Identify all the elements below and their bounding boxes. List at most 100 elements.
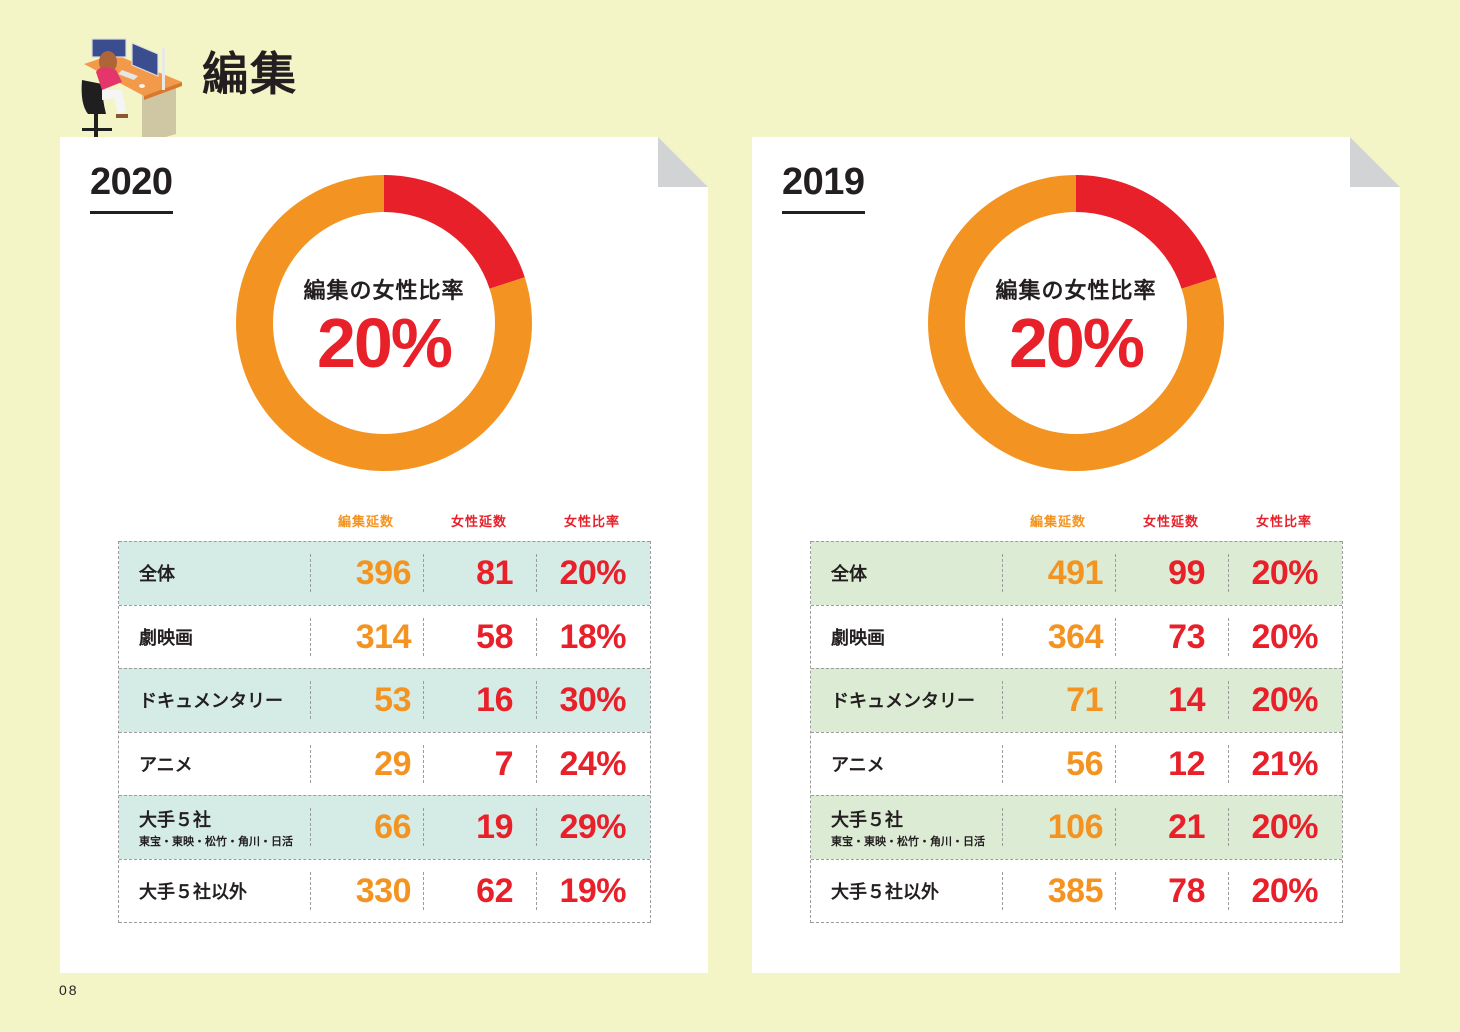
table-row: 劇映画 314 58 18% [119, 604, 650, 669]
table-row: アニメ 29 7 24% [119, 731, 650, 796]
row-label: 大手５社以外 [139, 860, 247, 922]
row-label-text: 全体 [831, 564, 867, 585]
column-divider [1002, 681, 1003, 719]
cell-ratio: 30% [559, 681, 626, 719]
row-label: 劇映画 [139, 606, 193, 668]
cell-female: 14 [1168, 681, 1205, 719]
column-divider [310, 871, 311, 910]
cell-ratio: 20% [1251, 617, 1318, 656]
cell-ratio: 18% [559, 617, 626, 656]
column-header-ratio: 女性比率 [1255, 515, 1312, 530]
column-header-ratio: 女性比率 [563, 515, 620, 530]
column-divider [1115, 554, 1116, 592]
row-label-text: 大手５社以外 [139, 881, 247, 903]
donut-title: 編集の女性比率 [995, 279, 1157, 304]
column-divider [1002, 744, 1003, 783]
column-divider [310, 554, 311, 592]
column-divider [423, 554, 424, 592]
row-label: ドキュメンタリー [831, 669, 975, 731]
row-label-text: 劇映画 [831, 627, 885, 649]
cell-ratio: 19% [559, 871, 626, 910]
cell-female: 7 [494, 744, 514, 783]
folded-corner [658, 137, 708, 187]
row-label: 全体 [831, 542, 867, 604]
row-label-subtext: 東宝・東映・松竹・角川・日活 [139, 834, 293, 848]
cell-female: 73 [1168, 617, 1205, 656]
cell-ratio: 20% [1251, 554, 1318, 592]
column-divider [1228, 744, 1229, 783]
cell-total: 491 [1047, 554, 1104, 592]
column-divider [1115, 871, 1116, 910]
donut-center-value: 20% [316, 304, 453, 382]
cell-ratio: 20% [1251, 871, 1318, 910]
cell-ratio: 29% [559, 808, 626, 846]
row-label: 全体 [139, 542, 175, 604]
column-divider [1115, 808, 1116, 846]
cell-female: 12 [1168, 744, 1205, 783]
data-table: 全体 491 99 20% 劇映画 364 73 20% ドキュメンタリー 71 14 20% アニメ 5… [810, 541, 1343, 923]
cell-total: 385 [1047, 871, 1104, 910]
table-row: 劇映画 364 73 20% [811, 604, 1342, 669]
column-divider [1002, 808, 1003, 846]
column-divider [1002, 554, 1003, 592]
column-header-female: 女性延数 [450, 515, 507, 530]
column-divider [310, 808, 311, 846]
column-divider [536, 744, 537, 783]
row-label-text: ドキュメンタリー [831, 691, 975, 712]
donut-chart [236, 175, 532, 472]
cell-female: 99 [1168, 554, 1205, 592]
editor-at-desk-illustration [81, 38, 182, 144]
folded-corner [1350, 137, 1400, 187]
cell-total: 66 [374, 808, 411, 846]
cell-female: 78 [1168, 871, 1205, 910]
row-label: アニメ [831, 733, 885, 795]
column-divider [1228, 681, 1229, 719]
table-row: ドキュメンタリー 71 14 20% [811, 668, 1342, 732]
row-label-text: 大手５社 [831, 809, 903, 831]
cell-total: 56 [1066, 744, 1103, 783]
cell-female: 21 [1168, 808, 1205, 846]
cell-female: 81 [476, 554, 513, 592]
row-label-subtext: 東宝・東映・松竹・角川・日活 [831, 834, 985, 848]
year-heading: 2020 [90, 159, 173, 214]
table-row: 全体 491 99 20% [811, 541, 1342, 605]
column-divider [1115, 744, 1116, 783]
cell-total: 106 [1047, 808, 1104, 846]
row-label-text: 劇映画 [139, 627, 193, 649]
row-label-text: ドキュメンタリー [139, 691, 283, 712]
page-number: 08 [59, 982, 79, 998]
column-divider [536, 617, 537, 656]
table-row: 大手５社東宝・東映・松竹・角川・日活 66 19 29% [119, 795, 650, 859]
column-divider [310, 681, 311, 719]
column-divider [1002, 617, 1003, 656]
cell-ratio: 21% [1251, 744, 1318, 783]
row-label: ドキュメンタリー [139, 669, 283, 731]
column-divider [310, 617, 311, 656]
section-title: 編集 [202, 47, 298, 101]
column-divider [1002, 871, 1003, 910]
row-label: アニメ [139, 733, 193, 795]
column-divider [536, 681, 537, 719]
donut-slice-female [384, 175, 525, 289]
column-divider [1228, 871, 1229, 910]
cell-female: 19 [476, 808, 513, 846]
cell-ratio: 20% [1251, 681, 1318, 719]
column-divider [423, 617, 424, 656]
cell-ratio: 20% [1251, 808, 1318, 846]
cell-female: 16 [476, 681, 513, 719]
row-label-text: 大手５社 [139, 809, 211, 831]
cell-total: 330 [355, 871, 412, 910]
panel-2019: 2019 編集の女性比率 20% 編集延数 女性延数 女性比率 全体 491 99 2… [752, 137, 1400, 973]
data-table: 全体 396 81 20% 劇映画 314 58 18% ドキュメンタリー 53 16 30% アニメ 2… [118, 541, 651, 923]
year-heading: 2019 [782, 159, 865, 214]
column-divider [536, 871, 537, 910]
column-header-total: 編集延数 [1029, 515, 1086, 530]
table-row: ドキュメンタリー 53 16 30% [119, 668, 650, 732]
row-label-text: 全体 [139, 564, 175, 585]
column-divider [423, 808, 424, 846]
column-divider [1228, 617, 1229, 656]
row-label-text: 大手５社以外 [831, 881, 939, 903]
table-row: 大手５社以外 330 62 19% [119, 858, 650, 923]
table-row: 大手５社以外 385 78 20% [811, 858, 1342, 923]
donut-chart [928, 175, 1224, 472]
